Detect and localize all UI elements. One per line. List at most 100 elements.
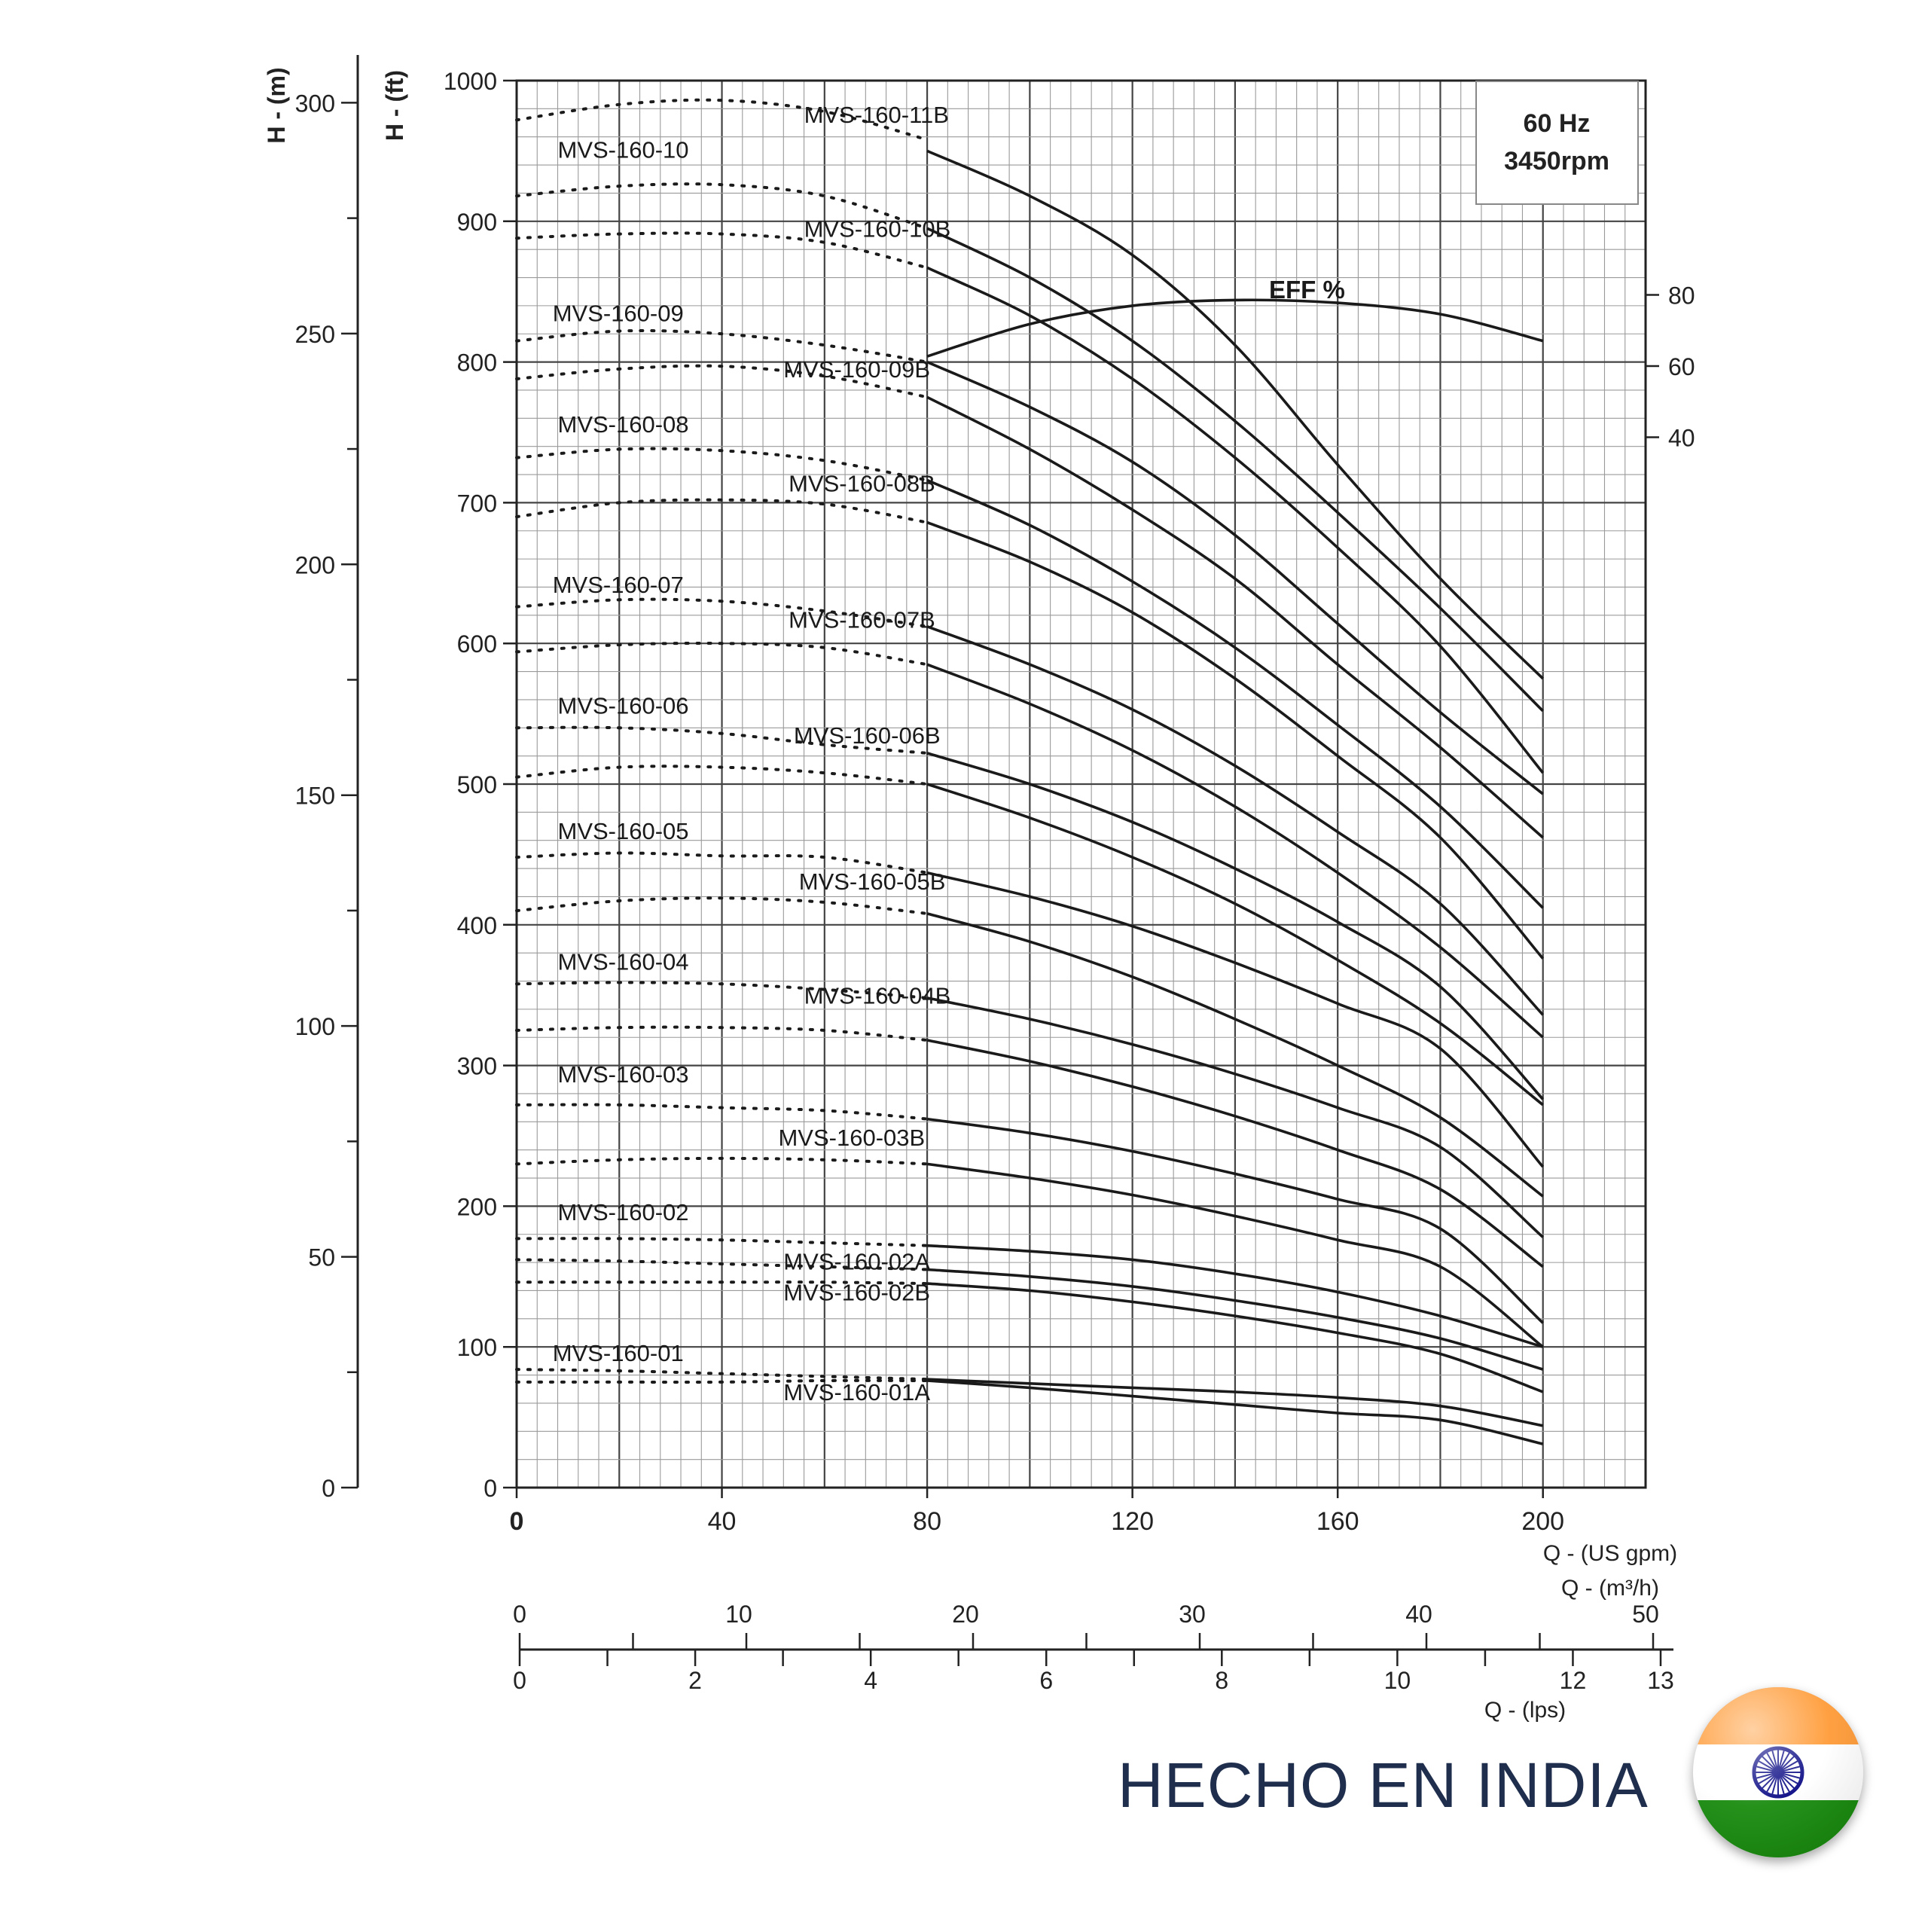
x-gpm-tick-label: 40 (708, 1507, 737, 1536)
x-lps-tick-label: 10 (1384, 1667, 1411, 1694)
curve-dotted-mvs-160-07b (515, 641, 929, 667)
y-m-tick-label: 250 (295, 321, 335, 348)
curve-dotted-mvs-160-06b (515, 765, 929, 786)
curve-label: MVS-160-05B (799, 868, 946, 895)
curve-dotted-mvs-160-06 (515, 725, 929, 755)
y-ft-tick-label: 0 (484, 1475, 497, 1502)
x-gpm-tick-label: 0 (510, 1507, 524, 1536)
curve-mvs-160-09b (926, 395, 1544, 839)
curve-label: MVS-160-10B (804, 215, 951, 242)
x-m3h-tick-label: 20 (952, 1601, 979, 1628)
curve-mvs-160-01a (926, 1379, 1544, 1445)
curve-mvs-160-03b (926, 1162, 1544, 1348)
curve-dotted-mvs-160-01a (515, 1378, 929, 1384)
eff-tick-label: 60 (1668, 353, 1695, 380)
curve-label: MVS-160-03 (558, 1061, 689, 1088)
curve-label: MVS-160-05 (558, 818, 689, 844)
y-m-tick-label: 200 (295, 551, 335, 578)
curve-mvs-160-04 (926, 997, 1544, 1238)
curve-dotted-mvs-160-10b (515, 231, 929, 270)
curve-mvs-160-08b (926, 520, 1545, 960)
eff-tick-label: 40 (1668, 425, 1695, 452)
curve-dotted-mvs-160-09 (515, 328, 929, 364)
x-lps-axis-label: Q - (lps) (1484, 1698, 1566, 1723)
x-m3h-tick-label: 30 (1179, 1601, 1206, 1628)
x-lps-tick-label: 13 (1647, 1667, 1674, 1694)
curve-dotted-mvs-160-08b (515, 498, 929, 524)
x-lps-tick-label: 2 (688, 1667, 702, 1694)
y-ft-tick-label: 100 (457, 1334, 497, 1361)
curve-mvs-160-06b (926, 783, 1544, 1106)
curve-label: MVS-160-02A (783, 1248, 930, 1274)
made-in-label: HECHO EN INDIA (1118, 1750, 1649, 1821)
curve-label: MVS-160-04B (804, 982, 951, 1009)
curve-dotted-mvs-160-05 (515, 851, 929, 874)
curve-mvs-160-07b (926, 663, 1544, 1039)
y-ft-tick-label: 1000 (444, 68, 497, 95)
curve-label: MVS-160-06 (558, 693, 689, 719)
x-lps-tick-label: 8 (1215, 1667, 1228, 1694)
efficiency-curve (926, 298, 1544, 358)
y-ft-tick-label: 900 (457, 209, 497, 236)
curve-dotted-mvs-160-03 (515, 1103, 929, 1121)
y-m-axis-label: H - (m) (263, 67, 290, 143)
y-m-tick-label: 100 (295, 1013, 335, 1040)
x-m3h-tick-label: 50 (1632, 1601, 1659, 1628)
curve-mvs-160-10b (926, 266, 1545, 774)
curve-label: MVS-160-03B (778, 1125, 925, 1151)
x-lps-tick-label: 12 (1560, 1667, 1587, 1694)
curve-mvs-160-02a (926, 1268, 1544, 1371)
curve-label: MVS-160-01 (553, 1340, 684, 1366)
y-m-tick-label: 50 (308, 1244, 335, 1271)
x-m3h-tick-label: 10 (725, 1601, 752, 1628)
curves (515, 98, 1545, 1445)
x-gpm-tick-label: 200 (1521, 1507, 1564, 1536)
curve-label: MVS-160-02B (783, 1280, 930, 1306)
curve-mvs-160-05 (926, 871, 1545, 1168)
curve-dotted-mvs-160-08 (515, 447, 929, 482)
curve-label: MVS-160-11B (804, 102, 949, 128)
x-m3h-tick-label: 40 (1405, 1601, 1432, 1628)
curve-mvs-160-11b (926, 149, 1544, 680)
y-ft-tick-label: 700 (457, 490, 497, 517)
curve-mvs-160-06 (926, 752, 1545, 1100)
curve-dotted-mvs-160-05b (515, 896, 929, 915)
y-m-tick-label: 150 (295, 783, 335, 810)
x-lps-tick-label: 6 (1039, 1667, 1053, 1694)
x-lps-tick-label: 4 (864, 1667, 877, 1694)
eff-tick-label: 80 (1668, 282, 1695, 310)
y-ft-tick-label: 200 (457, 1193, 497, 1220)
curve-mvs-160-09 (926, 360, 1544, 795)
india-flag-icon (1693, 1687, 1863, 1857)
y-ft-tick-label: 300 (457, 1053, 497, 1080)
x-gpm-tick-label: 120 (1111, 1507, 1154, 1536)
x-gpm-axis-label: Q - (US gpm) (1543, 1541, 1677, 1566)
rpm-label: 3450rpm (1504, 147, 1609, 175)
curve-mvs-160-08 (926, 478, 1544, 909)
curve-mvs-160-07 (926, 625, 1545, 1016)
curve-label: MVS-160-06B (794, 722, 941, 749)
curve-dotted-mvs-160-09b (515, 364, 929, 399)
curve-dotted-mvs-160-02b (515, 1280, 929, 1286)
x-gpm-tick-label: 80 (913, 1507, 941, 1536)
y-m-tick-label: 300 (295, 90, 335, 117)
curve-mvs-160-05b (926, 912, 1544, 1198)
curve-label: MVS-160-09B (783, 356, 930, 383)
flag-gloss (1693, 1687, 1863, 1857)
curve-mvs-160-02 (927, 1244, 1544, 1348)
grid (515, 79, 1647, 1489)
curve-mvs-160-10 (926, 227, 1544, 713)
frequency-label: 60 Hz (1524, 109, 1591, 138)
x-m3h-tick-label: 0 (513, 1601, 526, 1628)
curve-dotted-mvs-160-04b (515, 1025, 929, 1042)
curve-mvs-160-04b (926, 1039, 1544, 1268)
curve-label: MVS-160-09 (553, 300, 684, 326)
curve-labels: MVS-160-11B MVS-160-10 MVS-160-10B MVS-160-… (553, 102, 1345, 1406)
x-m3h-axis-label: Q - (m³/h) (1561, 1576, 1659, 1601)
y-ft-tick-label: 400 (457, 912, 497, 939)
y-ft-axis-label: H - (ft) (381, 70, 408, 141)
info-box: 60 Hz 3450rpm (1475, 81, 1639, 205)
curve-label: MVS-160-07B (789, 607, 935, 633)
